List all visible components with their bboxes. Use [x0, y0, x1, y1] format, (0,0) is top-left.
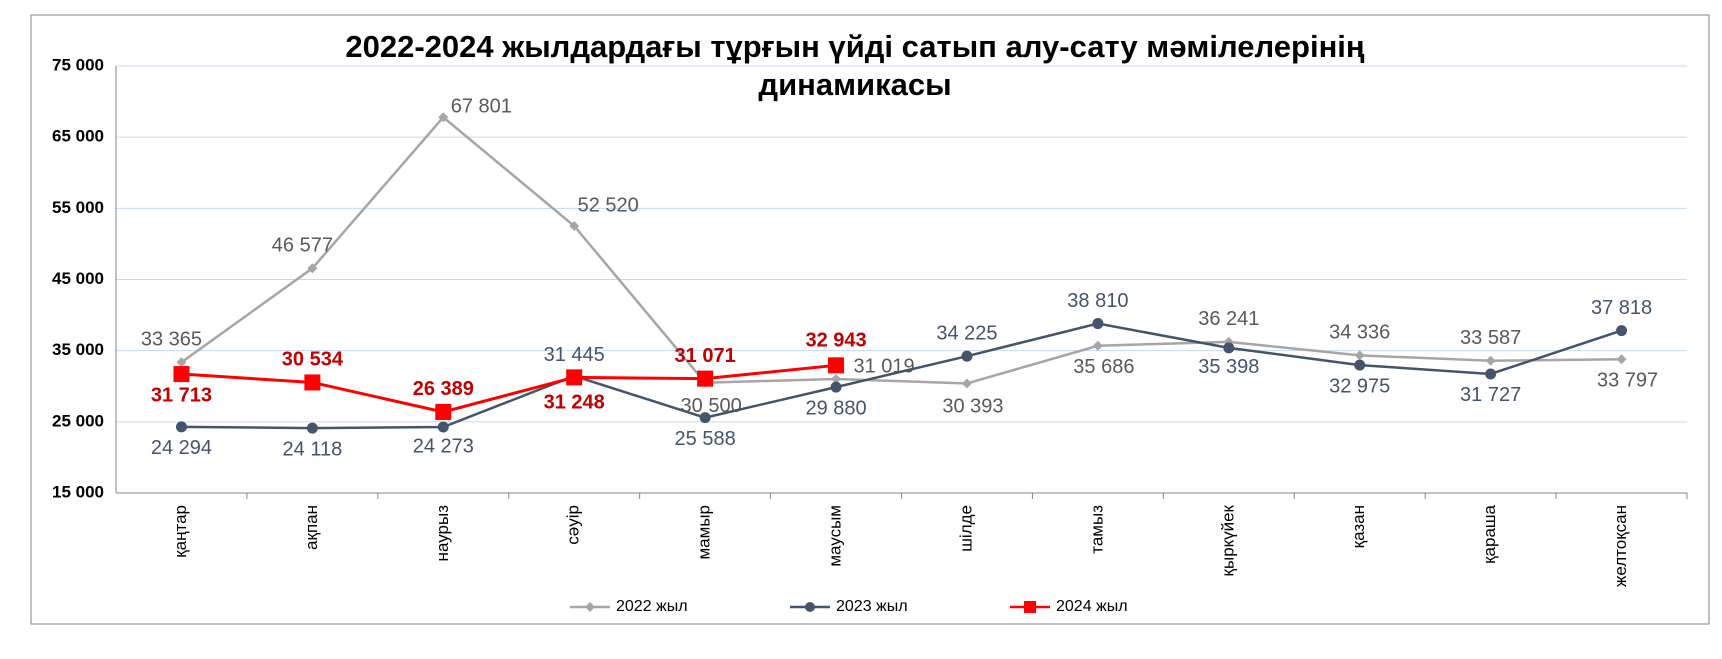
- legend-marker: [1024, 601, 1036, 613]
- data-label: 31 071: [675, 345, 736, 367]
- data-label: 30 393: [942, 396, 1003, 418]
- point: [569, 220, 580, 231]
- legend-label: 2022 жыл: [616, 598, 688, 615]
- point: [435, 403, 452, 420]
- y-tick-label: 25 000: [52, 411, 104, 430]
- legend-marker: [585, 602, 595, 612]
- data-label: 36 241: [1198, 308, 1259, 330]
- point: [1092, 340, 1103, 351]
- data-label: 32 975: [1329, 375, 1390, 397]
- point: [1485, 368, 1497, 380]
- point: [304, 374, 321, 391]
- data-label: 29 880: [805, 397, 866, 419]
- point: [306, 422, 318, 434]
- point: [1223, 342, 1235, 354]
- x-tick-label: қараша: [1480, 504, 1499, 563]
- x-tick-label: сәуір: [564, 505, 583, 545]
- y-tick-label: 75 000: [52, 55, 104, 74]
- data-label: 46 577: [272, 235, 333, 257]
- point: [961, 350, 973, 362]
- chart-border: [30, 14, 1710, 625]
- point: [1354, 359, 1366, 371]
- data-label: 31 445: [544, 344, 605, 366]
- point: [697, 370, 714, 387]
- point: [173, 366, 190, 383]
- data-label: 30 534: [282, 349, 344, 371]
- data-label: 33 587: [1460, 327, 1521, 349]
- point: [831, 373, 842, 384]
- point: [307, 263, 318, 274]
- legend-item: 2023 жыл: [790, 598, 908, 615]
- series-line: [180, 115, 1622, 385]
- data-label: 24 294: [151, 437, 212, 459]
- x-tick-label: маусым: [826, 505, 845, 567]
- point: [1616, 354, 1627, 365]
- series-line: [181, 363, 837, 414]
- data-label: 52 520: [578, 194, 639, 216]
- point: [1616, 325, 1628, 337]
- point: [699, 412, 711, 424]
- data-label: 34 225: [936, 322, 997, 344]
- point: [1092, 318, 1104, 330]
- data-label: 24 273: [413, 435, 474, 457]
- y-tick-label: 55 000: [52, 198, 104, 217]
- x-tick-label: ақпан: [302, 505, 321, 550]
- data-label: 31 727: [1460, 384, 1521, 406]
- x-tick-label: шілде: [956, 505, 975, 552]
- y-tick-label: 65 000: [52, 127, 104, 146]
- y-tick-label: 15 000: [52, 482, 104, 501]
- data-label: 37 818: [1591, 297, 1652, 319]
- legend-marker: [805, 602, 815, 612]
- point: [1354, 350, 1365, 361]
- point: [828, 357, 845, 374]
- data-label: 34 336: [1329, 322, 1390, 344]
- point: [566, 369, 583, 386]
- point: [830, 381, 842, 393]
- x-tick-label: мамыр: [695, 505, 714, 560]
- data-label: 31 713: [151, 384, 212, 406]
- data-label: 67 801: [451, 96, 512, 118]
- data-label: 24 118: [283, 438, 343, 460]
- x-tick-label: қыркүйек: [1218, 504, 1237, 576]
- x-tick-label: қазан: [1349, 505, 1368, 548]
- point: [176, 357, 187, 368]
- data-label: 31 248: [544, 392, 605, 414]
- x-tick-label: желтоқсан: [1611, 505, 1630, 587]
- point: [438, 112, 449, 123]
- chart-title: 2022-2024 жылдардағы тұрғын үйді сатып а…: [345, 29, 1365, 102]
- data-label: 33 797: [1597, 370, 1658, 392]
- x-tick-label: қаңтар: [171, 505, 190, 558]
- data-label: 25 588: [675, 428, 736, 450]
- point: [961, 378, 972, 389]
- point: [175, 421, 187, 433]
- x-tick-label: наурыз: [433, 505, 452, 562]
- data-label: 35 398: [1198, 356, 1259, 378]
- point: [1485, 355, 1496, 366]
- data-label: 31 019: [853, 355, 914, 377]
- y-tick-label: 45 000: [52, 269, 104, 288]
- data-label: 33 365: [141, 329, 202, 351]
- legend-item: 2024 жыл: [1010, 598, 1128, 615]
- data-label: 26 389: [413, 378, 474, 400]
- y-tick-label: 35 000: [52, 340, 104, 359]
- data-label: 35 686: [1073, 356, 1134, 378]
- legend-item: 2022 жыл: [570, 598, 688, 615]
- legend-label: 2023 жыл: [836, 598, 908, 615]
- data-label: 32 943: [805, 330, 866, 352]
- data-label: 38 810: [1067, 290, 1128, 312]
- series-line: [181, 322, 1622, 430]
- x-tick-label: тамыз: [1087, 505, 1106, 554]
- legend-label: 2024 жыл: [1056, 598, 1128, 615]
- point: [437, 421, 449, 433]
